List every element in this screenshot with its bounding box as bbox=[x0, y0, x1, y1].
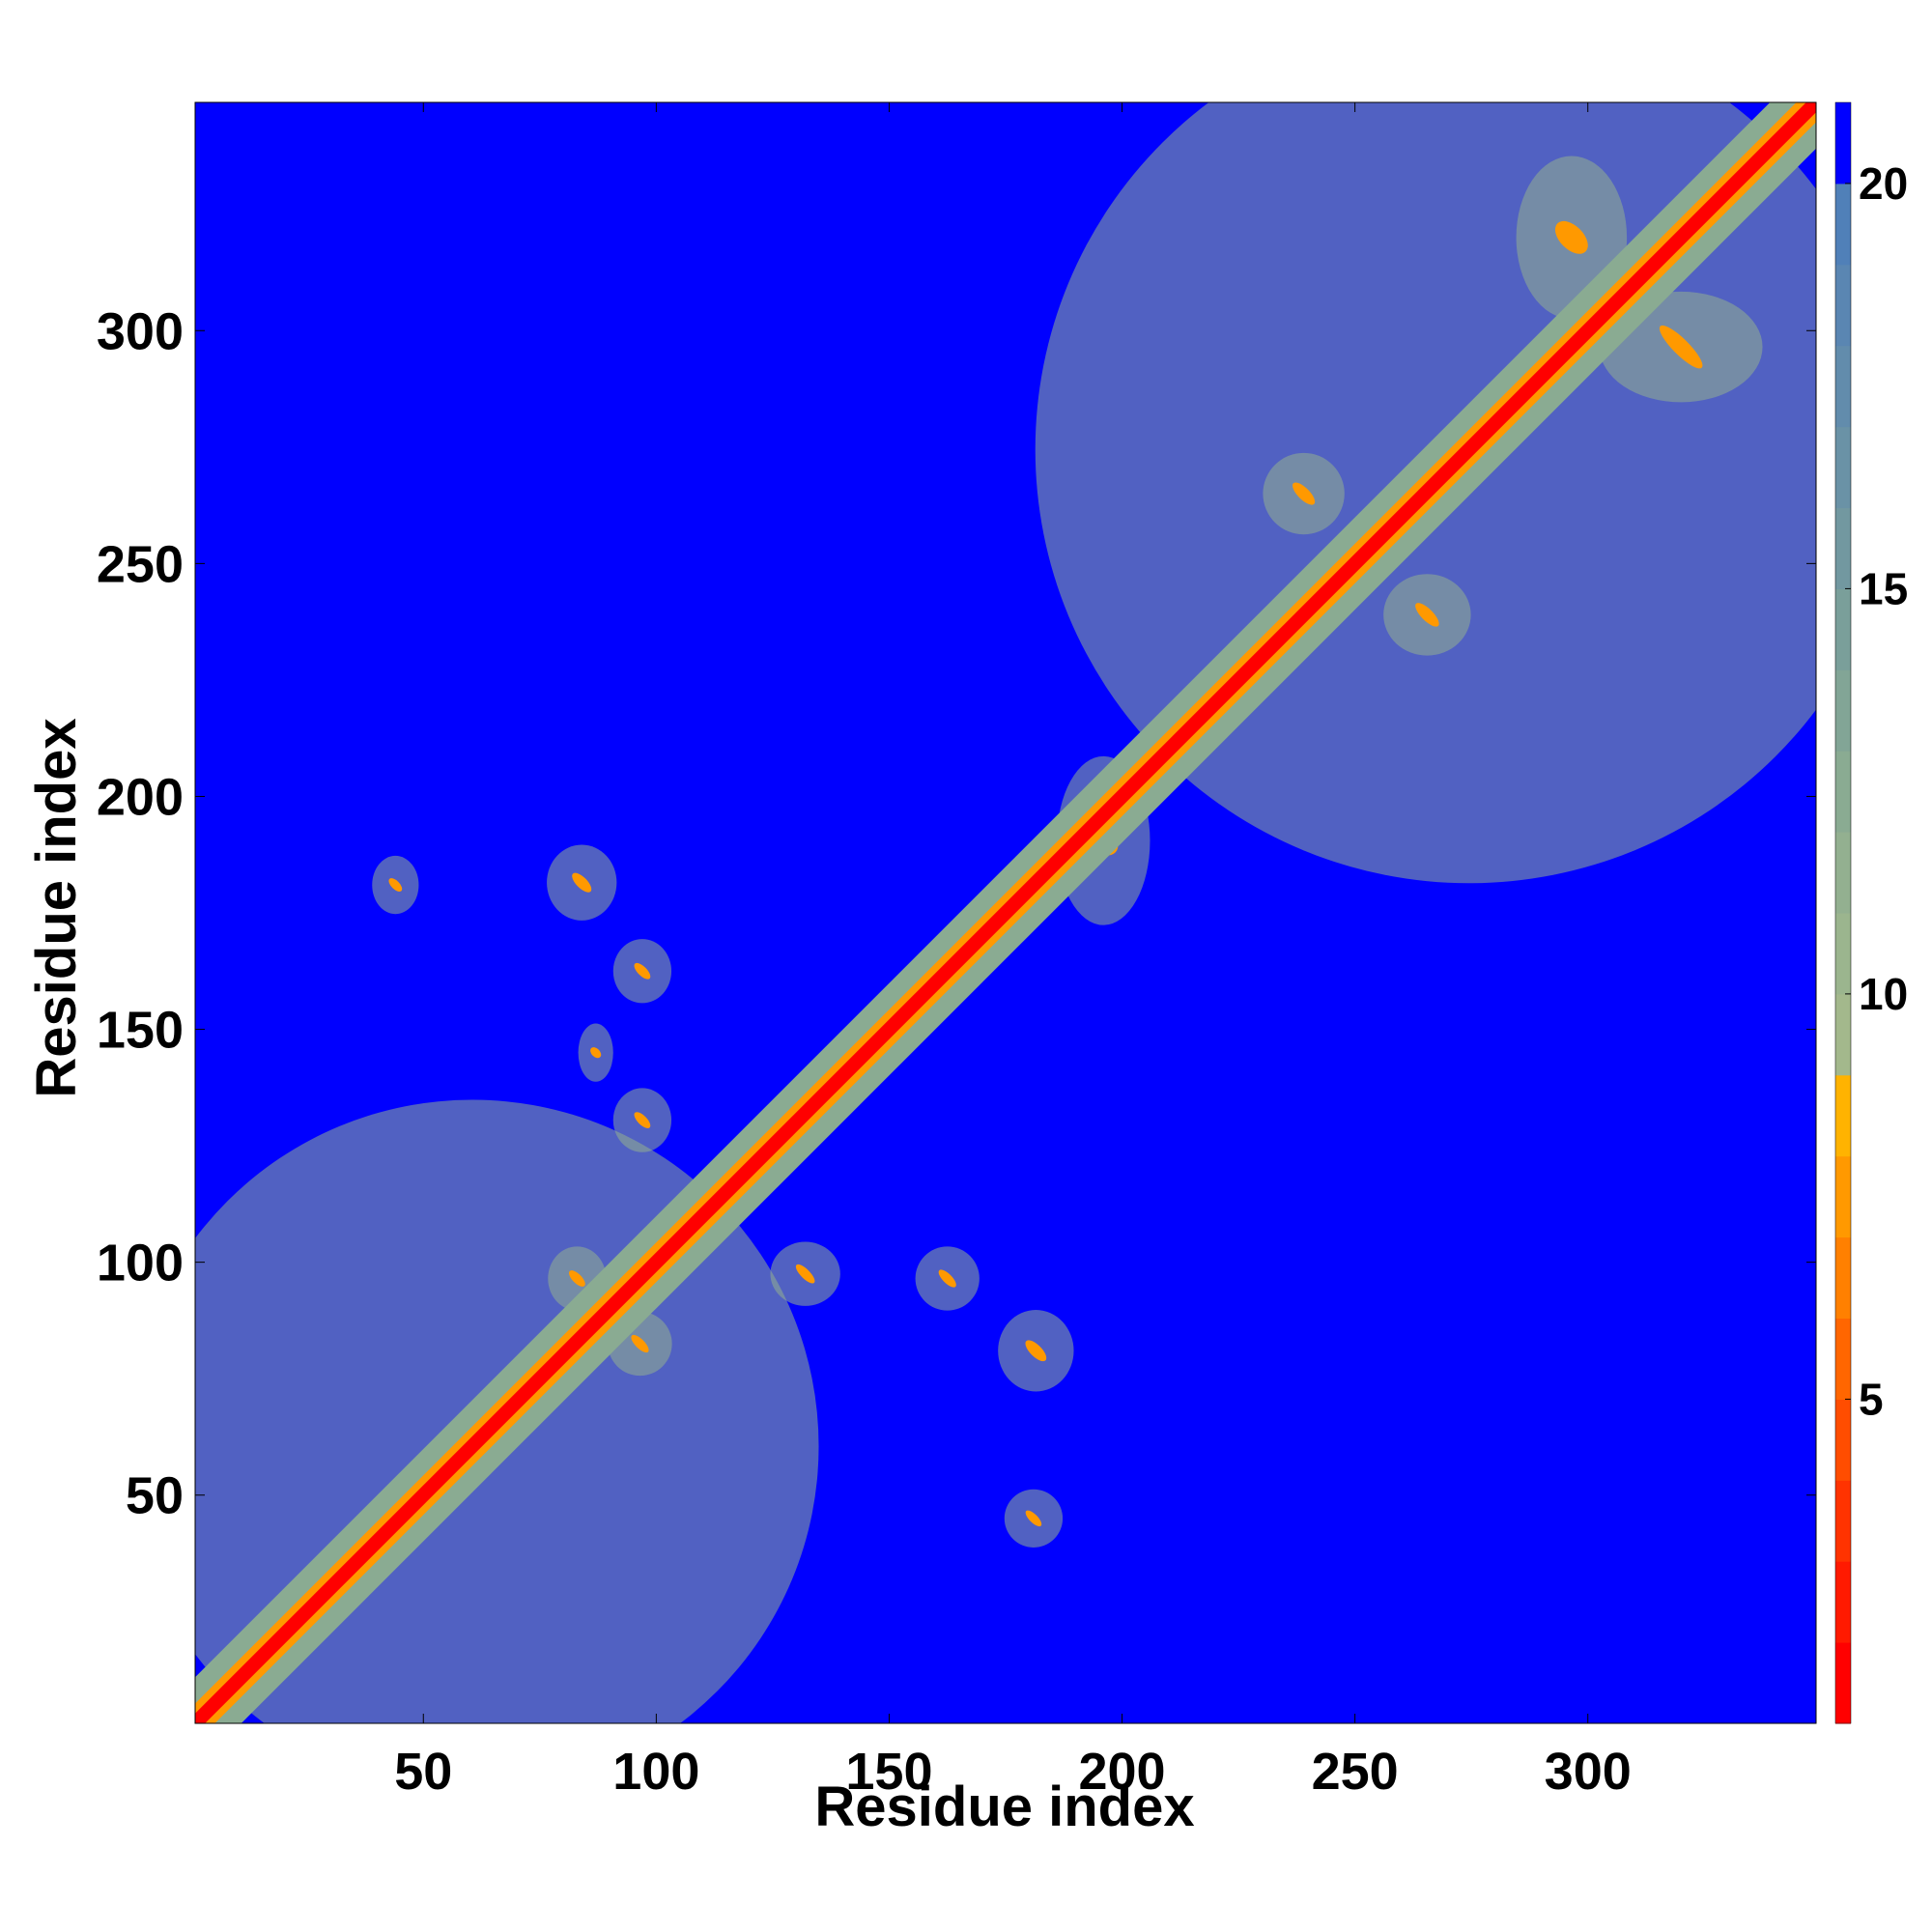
y-axis-label: Residue index bbox=[25, 718, 88, 1097]
colorbar-level-15 bbox=[1835, 426, 1851, 508]
y-tick-label-150: 150 bbox=[97, 1002, 184, 1060]
x-tick-label-200: 200 bbox=[1078, 1743, 1165, 1801]
colorbar-level-5 bbox=[1835, 1236, 1851, 1319]
y-tick-label-200: 200 bbox=[97, 768, 184, 826]
colorbar-level-2 bbox=[1835, 1480, 1851, 1562]
contact-core-10 bbox=[634, 962, 651, 980]
contact-core-15 bbox=[1293, 482, 1316, 505]
x-tick-label-50: 50 bbox=[394, 1743, 452, 1801]
y-tick-label-50: 50 bbox=[126, 1467, 184, 1525]
colorbar-level-0 bbox=[1835, 1642, 1851, 1724]
colorbar-ticks: 5 10 15 20 bbox=[1845, 158, 1908, 1424]
contact-core-17 bbox=[1554, 220, 1588, 254]
plot-frame bbox=[194, 101, 1817, 1724]
colorbar-level-19 bbox=[1835, 102, 1851, 185]
colorbar-level-14 bbox=[1835, 507, 1851, 589]
colorbar-tick-label-5: 5 bbox=[1859, 1374, 1884, 1424]
colorbar-level-3 bbox=[1835, 1399, 1851, 1481]
contact-core-11 bbox=[634, 1112, 651, 1128]
y-tick-label-250: 250 bbox=[97, 535, 184, 593]
contact-core-2 bbox=[572, 872, 592, 893]
colorbar-level-12 bbox=[1835, 669, 1851, 752]
y-axis-ticks: 50 100 150 200 250 300 bbox=[97, 302, 1816, 1525]
x-tick-label-150: 150 bbox=[845, 1743, 932, 1801]
x-axis-label: Residue index bbox=[814, 1776, 1194, 1838]
colorbar-level-10 bbox=[1835, 832, 1851, 914]
colorbar-level-4 bbox=[1835, 1318, 1851, 1400]
colorbar-level-6 bbox=[1835, 1155, 1851, 1238]
contact-core-7 bbox=[795, 1264, 815, 1284]
contact-core-3 bbox=[388, 878, 403, 892]
colorbar-level-13 bbox=[1835, 588, 1851, 670]
contact-core-6 bbox=[938, 1269, 956, 1288]
y-tick-label-300: 300 bbox=[97, 302, 184, 360]
contact-core-13 bbox=[590, 1047, 602, 1059]
colorbar-tick-label-15: 15 bbox=[1859, 563, 1908, 613]
colorbar-level-18 bbox=[1835, 183, 1851, 266]
y-tick-label-100: 100 bbox=[97, 1235, 184, 1293]
contact-core-9 bbox=[631, 1334, 649, 1353]
x-axis-ticks: 50 100 150 200 250 300 bbox=[394, 102, 1632, 1801]
colorbar-level-9 bbox=[1835, 913, 1851, 995]
colorbar-tick-label-20: 20 bbox=[1859, 158, 1908, 209]
colorbar bbox=[1834, 101, 1852, 1724]
heatmap bbox=[195, 102, 1816, 1723]
diagonal-band-core bbox=[195, 102, 1816, 1723]
colorbar-level-16 bbox=[1835, 345, 1851, 428]
x-tick-label-300: 300 bbox=[1545, 1743, 1632, 1801]
heatmap-cells bbox=[195, 102, 1816, 1723]
contact-core-5 bbox=[1025, 1340, 1047, 1362]
x-tick-label-100: 100 bbox=[612, 1743, 699, 1801]
contact-core-4 bbox=[1025, 1510, 1042, 1527]
colorbar-level-1 bbox=[1835, 1561, 1851, 1643]
colorbar-level-11 bbox=[1835, 751, 1851, 833]
colorbar-level-17 bbox=[1835, 264, 1851, 347]
colorbar-level-7 bbox=[1835, 1074, 1851, 1157]
colorbar-frame bbox=[1834, 101, 1852, 1724]
x-tick-label-250: 250 bbox=[1312, 1743, 1399, 1801]
colorbar-tick-label-10: 10 bbox=[1859, 969, 1908, 1019]
colorbar-level-8 bbox=[1835, 993, 1851, 1076]
contact-core-8 bbox=[569, 1270, 585, 1287]
contact-core-16 bbox=[1415, 603, 1439, 627]
contact-core-18 bbox=[1659, 325, 1703, 369]
